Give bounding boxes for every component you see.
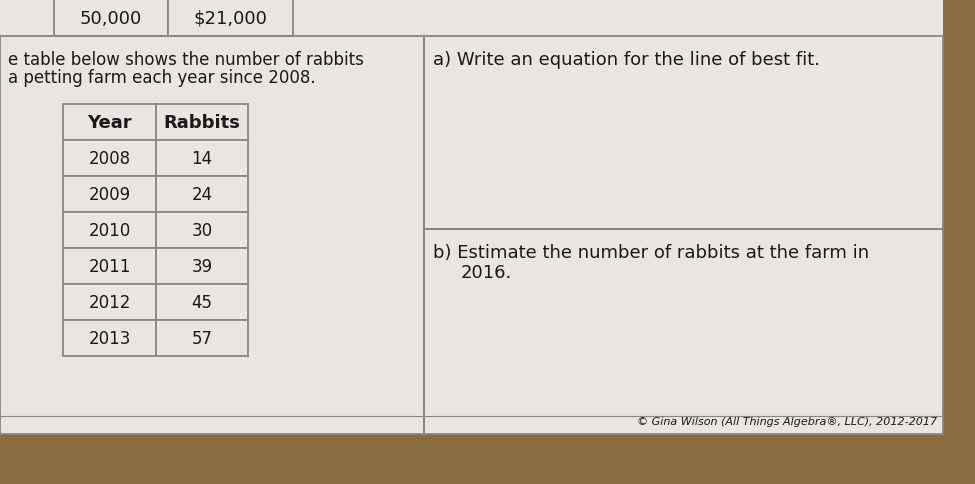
Text: 2012: 2012 — [89, 293, 131, 311]
Text: 50,000: 50,000 — [80, 10, 142, 28]
Bar — [63, 177, 156, 212]
Text: 24: 24 — [191, 186, 213, 204]
Bar — [156, 320, 249, 356]
Text: a petting farm each year since 2008.: a petting farm each year since 2008. — [8, 69, 316, 87]
Bar — [0, 0, 943, 434]
Text: 30: 30 — [191, 222, 213, 240]
Text: a) Write an equation for the line of best fit.: a) Write an equation for the line of bes… — [434, 51, 820, 69]
Text: 39: 39 — [191, 257, 213, 275]
Bar — [63, 285, 156, 320]
Bar — [169, 0, 293, 37]
Bar — [156, 141, 249, 177]
Bar — [424, 229, 943, 434]
Text: 2008: 2008 — [89, 150, 131, 167]
Text: e table below shows the number of rabbits: e table below shows the number of rabbit… — [8, 51, 364, 69]
Bar — [63, 105, 156, 141]
Text: 14: 14 — [191, 150, 213, 167]
Text: 2013: 2013 — [89, 329, 131, 348]
Text: 2009: 2009 — [89, 186, 131, 204]
Text: Year: Year — [87, 114, 132, 132]
Bar — [156, 212, 249, 248]
Bar — [63, 320, 156, 356]
Bar — [424, 37, 943, 229]
Text: Rabbits: Rabbits — [164, 114, 241, 132]
Bar — [63, 212, 156, 248]
Text: 57: 57 — [192, 329, 213, 348]
Text: © Gina Wilson (All Things Algebra®, LLC), 2012-2017: © Gina Wilson (All Things Algebra®, LLC)… — [637, 416, 937, 426]
Text: 45: 45 — [192, 293, 213, 311]
Text: $21,000: $21,000 — [194, 10, 268, 28]
Text: 2016.: 2016. — [461, 263, 512, 281]
Bar — [156, 177, 249, 212]
Bar — [63, 248, 156, 285]
Bar — [156, 105, 249, 141]
Bar — [156, 285, 249, 320]
Bar — [0, 37, 424, 434]
Text: b) Estimate the number of rabbits at the farm in: b) Estimate the number of rabbits at the… — [434, 243, 870, 261]
Text: 2010: 2010 — [89, 222, 131, 240]
Bar — [63, 141, 156, 177]
Bar — [156, 248, 249, 285]
Bar — [54, 0, 169, 37]
Text: 2011: 2011 — [89, 257, 131, 275]
